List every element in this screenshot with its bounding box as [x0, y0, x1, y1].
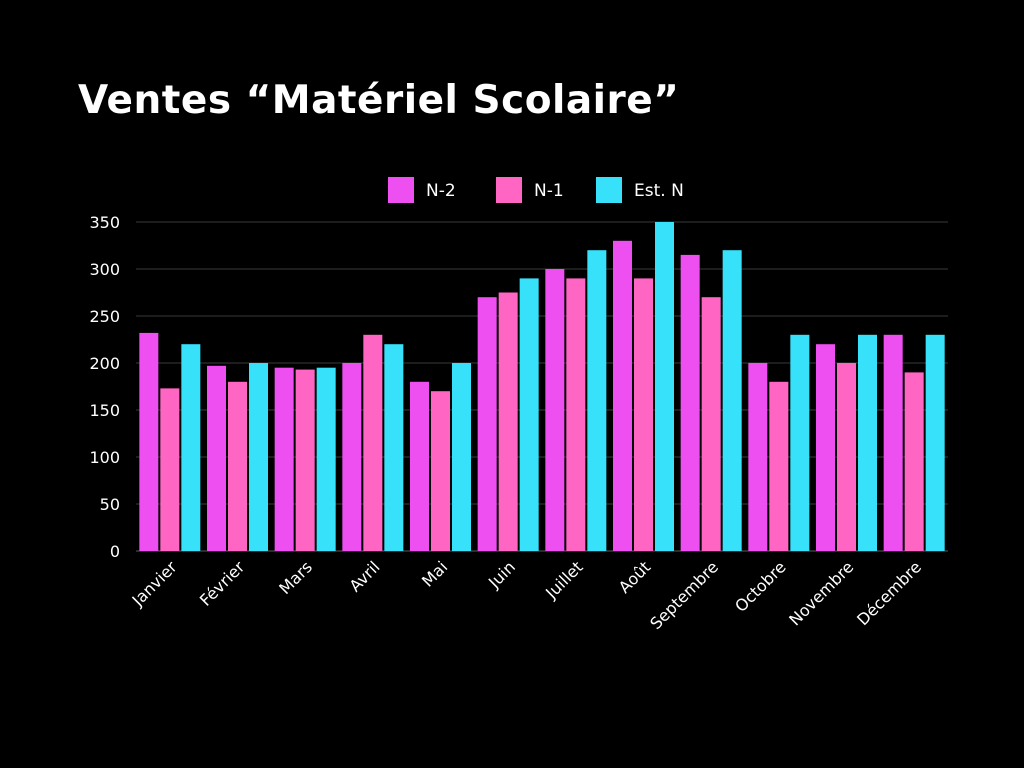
legend-label: Est. N [634, 181, 684, 201]
bar-n-2-7 [613, 240, 632, 552]
bar-n-2-9 [748, 363, 768, 551]
y-tick-label: 0 [110, 542, 120, 561]
y-axis-ticks: 0 50 100 150 200 250 300 350 [89, 213, 120, 561]
bar-n-1-5 [498, 292, 518, 551]
bar-est-n-9 [790, 334, 810, 551]
bar-est-n-11 [925, 334, 945, 551]
bar-n-2-3 [342, 363, 362, 551]
chart-title: Ventes “Matériel Scolaire” [78, 78, 680, 123]
x-tick-label: Décembre [853, 557, 925, 629]
bar-est-n-1 [249, 363, 268, 551]
bar-n-1-4 [431, 391, 450, 551]
x-tick-label: Juillet [541, 557, 586, 602]
bar-est-n-7 [655, 222, 674, 551]
bar-n-1-11 [904, 372, 924, 551]
bar-n-2-2 [274, 367, 294, 551]
legend: N-2 N-1 Est. N [388, 177, 684, 203]
legend-label: N-1 [534, 181, 564, 201]
bar-est-n-2 [316, 367, 336, 551]
bar-n-2-8 [680, 254, 700, 551]
bar-n-2-4 [410, 381, 429, 551]
y-tick-label: 200 [89, 354, 120, 373]
bar-n-1-7 [634, 278, 653, 551]
bar-est-n-8 [722, 250, 742, 551]
x-tick-label: Août [615, 557, 655, 597]
y-tick-label: 300 [89, 260, 120, 279]
x-tick-label: Mars [275, 557, 316, 598]
legend-swatch [388, 177, 414, 203]
bar-n-1-0 [160, 388, 180, 551]
x-tick-label: Juin [484, 557, 519, 592]
legend-swatch [596, 177, 622, 203]
x-tick-label: Février [196, 557, 249, 610]
grid-lines [136, 221, 948, 552]
y-tick-label: 350 [89, 213, 120, 232]
bar-n-2-5 [477, 297, 497, 551]
legend-swatch [496, 177, 522, 203]
bar-n-1-6 [566, 278, 586, 551]
bar-n-2-1 [207, 365, 226, 551]
bar-est-n-0 [181, 344, 201, 551]
x-tick-label: Avril [346, 557, 384, 595]
x-tick-label: Novembre [785, 557, 857, 629]
bar-n-2-11 [883, 334, 903, 551]
bar-est-n-5 [519, 278, 539, 551]
y-tick-label: 100 [89, 448, 120, 467]
bar-est-n-3 [384, 344, 404, 551]
bar-n-1-8 [701, 297, 721, 551]
bar-n-1-9 [769, 381, 789, 551]
x-tick-label: Janvier [128, 557, 181, 610]
x-tick-label: Septembre [646, 557, 722, 633]
bar-est-n-10 [858, 334, 877, 551]
legend-label: N-2 [426, 181, 456, 201]
bar-n-1-2 [295, 369, 315, 551]
x-tick-label: Mai [418, 557, 451, 590]
bar-est-n-6 [587, 250, 607, 551]
bar-est-n-4 [452, 363, 471, 551]
bar-n-2-10 [816, 344, 835, 551]
bar-n-1-1 [228, 381, 247, 551]
y-tick-label: 50 [100, 495, 120, 514]
bar-n-2-0 [139, 332, 159, 551]
x-tick-label: Octobre [731, 557, 789, 615]
bars [139, 222, 945, 552]
x-axis-ticks: Janvier Février Mars Avril Mai Juin Juillet Aoû… [128, 557, 925, 633]
y-tick-label: 150 [89, 401, 120, 420]
bar-n-1-10 [837, 363, 856, 551]
y-tick-label: 250 [89, 307, 120, 326]
bar-n-1-3 [363, 334, 383, 551]
bar-n-2-6 [545, 269, 565, 551]
